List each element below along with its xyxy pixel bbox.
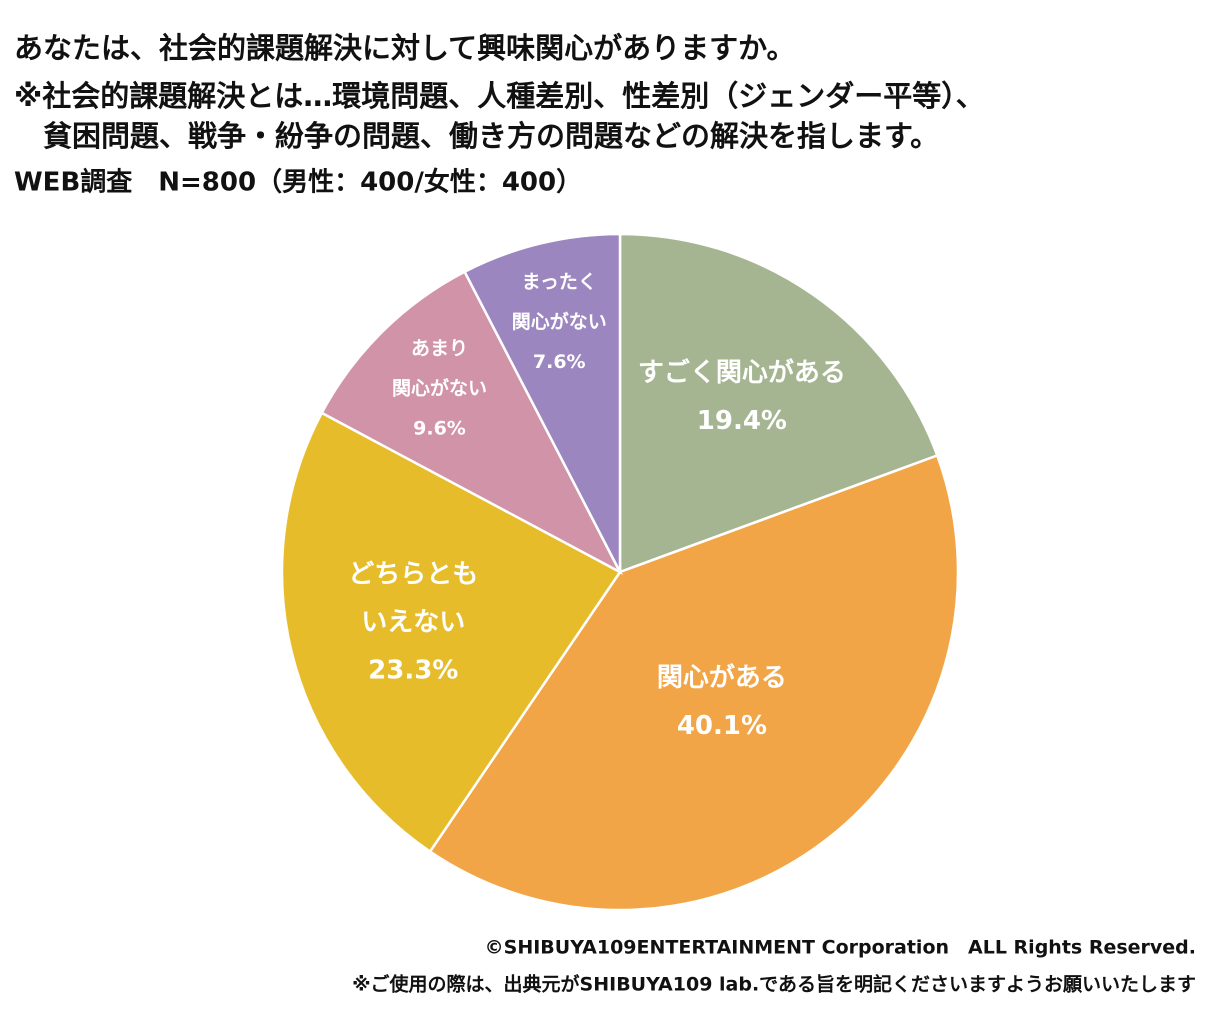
- value-label: 19.4%: [697, 406, 787, 436]
- pie-slice: [428, 453, 960, 912]
- value-label: 23.3%: [368, 656, 458, 686]
- subtitle: ※社会的課題解決とは…環境問題、人種差別、性差別（ジェンダー平等）、: [14, 79, 985, 113]
- value-label: 40.1%: [677, 711, 767, 741]
- pie-slice: [462, 232, 622, 573]
- slice-label: どちらとも: [348, 560, 478, 590]
- slice-label: あまり: [411, 338, 468, 360]
- value-label: 7.6%: [533, 351, 586, 373]
- value-label: 9.6%: [413, 418, 466, 440]
- pie-slice: [618, 232, 939, 574]
- chart-title: あなたは、社会的課題解決に対して興味関心がありますか。: [14, 31, 796, 65]
- slice-label: まったく: [522, 271, 597, 293]
- source-note: ※ご使用の際は、出典元がSHIBUYA109 lab.である旨を明記くださいます…: [352, 973, 1196, 996]
- slice-label: すごく関心がある: [638, 357, 846, 388]
- subtitle: 貧困問題、戦争・紛争の問題、働き方の問題などの解決を指します。: [14, 119, 939, 153]
- slice-label: 関心がない: [512, 310, 607, 333]
- survey-note: WEB調査 N=800（男性：400/女性：400）: [14, 167, 582, 198]
- slice-label: 関心がない: [392, 377, 487, 400]
- copyright: ©SHIBUYA109ENTERTAINMENT Corporation ALL…: [485, 937, 1196, 959]
- pie-slice: [320, 270, 623, 575]
- pie-slice: [280, 411, 622, 854]
- slice-label: 関心がある: [657, 662, 787, 693]
- slice-label: いえない: [361, 608, 465, 638]
